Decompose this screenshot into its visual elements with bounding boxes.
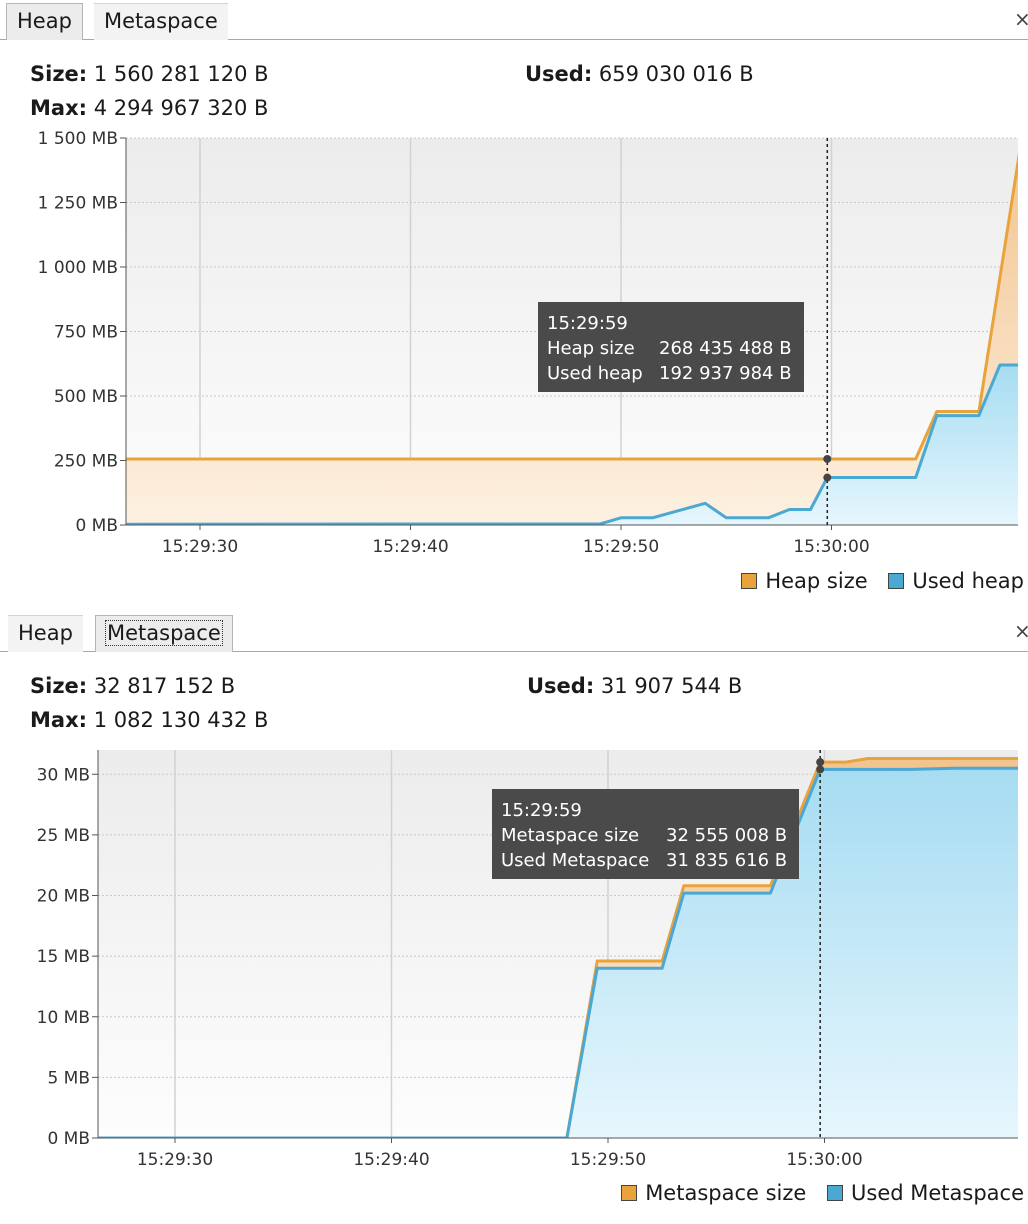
- tab-label: Heap: [18, 621, 73, 645]
- x-tick-label: 15:29:30: [137, 1150, 213, 1170]
- x-tick-label: 15:29:40: [353, 1150, 429, 1170]
- series-line-used: [126, 363, 1018, 525]
- x-tick-label: 15:29:30: [162, 537, 238, 557]
- tooltip-row-value: 268 435 488 B: [659, 338, 792, 359]
- y-tick-label: 500 MB: [54, 387, 118, 407]
- tooltip-row-value: 192 937 984 B: [659, 363, 792, 384]
- tab-metaspace[interactable]: Metaspace: [95, 615, 233, 652]
- metaspace-panel: Heap Metaspace × Size: 32 817 152 B Used…: [0, 612, 1028, 1224]
- legend-swatch-orange: [741, 573, 758, 589]
- tab-heap[interactable]: Heap: [6, 3, 83, 40]
- tooltip: 15:29:59 Metaspace size 32 555 008 B Used M…: [492, 789, 799, 879]
- used-stat: Used: 31 907 544 B: [527, 674, 742, 698]
- legend-label: Heap size: [765, 569, 868, 593]
- legend-swatch-orange: [621, 1185, 638, 1201]
- size-value: 32 817 152 B: [93, 674, 236, 698]
- used-stat: Used: 659 030 016 B: [525, 62, 754, 86]
- tooltip-box: [492, 789, 799, 879]
- legend-label: Used heap: [912, 569, 1024, 593]
- used-label: Used:: [527, 674, 595, 698]
- crosshair-marker: [816, 765, 825, 774]
- legend-label: Metaspace size: [645, 1181, 807, 1205]
- heap-panel: Heap Metaspace × Size: 1 560 281 120 B U…: [0, 0, 1028, 612]
- tab-label: Metaspace: [104, 9, 218, 33]
- tooltip-time: 15:29:59: [547, 313, 628, 334]
- y-tick-label: 0 MB: [75, 516, 118, 536]
- x-tick-label: 15:29:50: [583, 537, 659, 557]
- close-icon[interactable]: ×: [1014, 619, 1028, 643]
- y-tick-label: 20 MB: [37, 887, 90, 907]
- y-tick-label: 30 MB: [37, 765, 90, 785]
- legend-swatch-blue: [827, 1185, 844, 1201]
- used-value: 659 030 016 B: [598, 62, 754, 86]
- y-tick-label: 1 000 MB: [38, 258, 118, 278]
- tooltip-time: 15:29:59: [501, 800, 582, 821]
- tooltip-row-label: Used Metaspace: [501, 850, 649, 871]
- max-value: 1 082 130 432 B: [93, 708, 269, 732]
- y-tick-label: 5 MB: [47, 1068, 90, 1088]
- crosshair-marker: [816, 758, 825, 767]
- y-tick-label: 10 MB: [37, 1008, 90, 1028]
- size-value: 1 560 281 120 B: [93, 62, 269, 86]
- size-label: Size:: [30, 62, 88, 86]
- legend-swatch-blue: [888, 573, 905, 589]
- legend-item-heap-size: Heap size: [741, 569, 868, 593]
- used-label: Used:: [525, 62, 593, 86]
- tooltip-row-label: Used heap: [547, 363, 643, 384]
- tooltip-row-value: 31 835 616 B: [666, 850, 787, 871]
- legend-item-used-heap: Used heap: [888, 569, 1024, 593]
- used-value: 31 907 544 B: [600, 674, 743, 698]
- tooltip-box: [538, 302, 804, 392]
- legend-item-used-metaspace: Used Metaspace: [827, 1181, 1024, 1205]
- size-label: Size:: [30, 674, 88, 698]
- tooltip-row-label: Metaspace size: [501, 825, 639, 846]
- x-tick-label: 15:30:00: [793, 537, 869, 557]
- y-tick-label: 1 250 MB: [38, 194, 118, 214]
- max-value: 4 294 967 320 B: [93, 96, 269, 120]
- tab-bar: Heap Metaspace ×: [0, 0, 1028, 40]
- series-line-size: [126, 152, 1018, 461]
- series-group: [126, 152, 1018, 525]
- tab-heap[interactable]: Heap: [8, 615, 83, 652]
- x-tick-label: 15:29:40: [372, 537, 448, 557]
- metaspace-legend: Metaspace size Used Metaspace: [607, 1181, 1024, 1207]
- crosshair-marker: [823, 454, 832, 463]
- y-tick-label: 0 MB: [47, 1129, 90, 1149]
- y-tick-label: 1 500 MB: [38, 129, 118, 149]
- tab-label: Heap: [17, 9, 72, 33]
- tooltip-row-value: 32 555 008 B: [666, 825, 787, 846]
- metaspace-chart[interactable]: 0 MB 5 MB 10 MB 15 MB 20 MB 25 MB 30 MB 15:29:3…: [0, 612, 1028, 1224]
- crosshair-marker: [823, 473, 832, 482]
- tooltip: 15:29:59 Heap size 268 435 488 B Used heap 1…: [538, 302, 804, 392]
- y-tick-label: 25 MB: [37, 826, 90, 846]
- x-tick-label: 15:29:50: [570, 1150, 646, 1170]
- max-stat: Max: 1 082 130 432 B: [30, 708, 268, 732]
- heap-legend: Heap size Used heap: [727, 569, 1024, 595]
- tab-label: Metaspace: [105, 620, 223, 646]
- legend-label: Used Metaspace: [851, 1181, 1024, 1205]
- close-icon[interactable]: ×: [1014, 7, 1028, 31]
- tab-bar: Heap Metaspace ×: [0, 612, 1028, 652]
- x-tick-label: 15:30:00: [786, 1150, 862, 1170]
- size-stat: Size: 32 817 152 B: [30, 674, 235, 698]
- series-line-used: [98, 766, 1018, 1138]
- heap-chart[interactable]: 0 MB 250 MB 500 MB 750 MB 1 000 MB 1 250 MB 1 …: [0, 0, 1028, 612]
- y-tick-label: 15 MB: [37, 947, 90, 967]
- y-tick-label: 250 MB: [54, 452, 118, 472]
- tooltip-row-label: Heap size: [547, 338, 635, 359]
- max-label: Max:: [30, 96, 88, 120]
- max-label: Max:: [30, 708, 88, 732]
- tab-metaspace[interactable]: Metaspace: [94, 3, 228, 40]
- y-tick-label: 750 MB: [54, 323, 118, 343]
- series-area-used: [126, 365, 1018, 525]
- max-stat: Max: 4 294 967 320 B: [30, 96, 268, 120]
- size-stat: Size: 1 560 281 120 B: [30, 62, 269, 86]
- legend-item-metaspace-size: Metaspace size: [621, 1181, 806, 1205]
